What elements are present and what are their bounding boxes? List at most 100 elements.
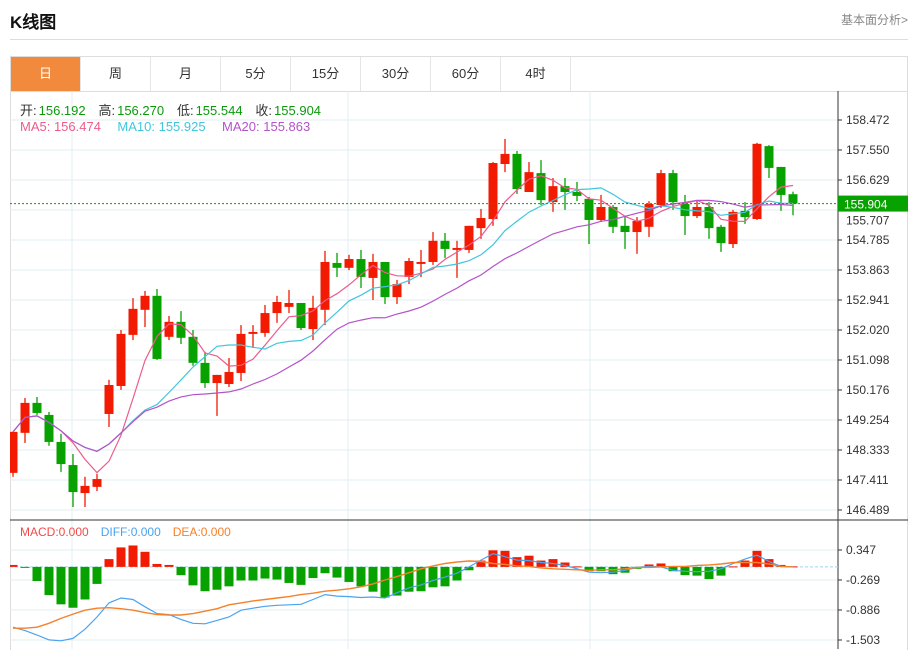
chart-panel bbox=[10, 91, 908, 650]
candle-up bbox=[92, 479, 102, 487]
kline-chart[interactable]: 158.472 157.550 156.629 155.707 154.785 153.8… bbox=[10, 91, 908, 649]
macd-bar bbox=[140, 551, 150, 567]
macd-bar bbox=[764, 559, 774, 567]
current-price-badge bbox=[838, 195, 908, 212]
price-tick-label: 147.411 bbox=[846, 473, 889, 487]
tab-30min[interactable]: 30分 bbox=[361, 57, 431, 91]
macd-bar bbox=[80, 566, 90, 600]
macd-bar bbox=[404, 566, 414, 592]
high-value: 156.270 bbox=[117, 103, 165, 118]
open-value: 156.192 bbox=[38, 103, 86, 118]
fundamental-analysis-link[interactable]: 基本面分析> bbox=[840, 13, 908, 27]
macd-bar bbox=[92, 566, 102, 584]
price-tick-label: 156.629 bbox=[846, 173, 890, 187]
candle-down bbox=[56, 441, 66, 465]
ma20-value: MA20: 155.863 bbox=[222, 119, 311, 134]
candle-down bbox=[716, 226, 726, 244]
candle-down bbox=[788, 194, 798, 204]
macd-bar bbox=[704, 566, 714, 580]
candle-up bbox=[416, 261, 426, 264]
macd-bar bbox=[368, 566, 378, 592]
macd-bar bbox=[416, 566, 426, 592]
macd-bar bbox=[224, 566, 234, 587]
candle-up bbox=[752, 143, 762, 220]
tab-week[interactable]: 周 bbox=[81, 57, 151, 91]
page-title: K线图 bbox=[10, 13, 57, 32]
candle-down bbox=[668, 173, 678, 203]
macd-bar bbox=[560, 562, 570, 567]
macd-bar bbox=[272, 566, 282, 580]
candle-down bbox=[512, 153, 522, 190]
diff-value: DIFF:0.000 bbox=[100, 525, 161, 539]
candle-up bbox=[344, 259, 354, 268]
tab-day[interactable]: 日 bbox=[11, 57, 81, 91]
price-tick-label: 148.333 bbox=[846, 443, 890, 457]
macd-bar bbox=[740, 560, 750, 567]
ma5-line bbox=[12, 175, 794, 474]
tab-15min[interactable]: 15分 bbox=[291, 57, 361, 91]
candle-down bbox=[608, 206, 618, 227]
macd-bar bbox=[176, 566, 186, 576]
macd-bar bbox=[320, 566, 330, 574]
macd-bar bbox=[260, 566, 270, 579]
macd-bar bbox=[644, 564, 654, 567]
candle-up bbox=[116, 333, 126, 386]
candle-up bbox=[236, 333, 246, 373]
macd-bar bbox=[56, 566, 66, 605]
macd-bar bbox=[284, 566, 294, 583]
open-label: 开: bbox=[20, 103, 37, 118]
macd-bar bbox=[656, 563, 666, 567]
macd-bar bbox=[596, 566, 606, 572]
macd-bar bbox=[512, 557, 522, 567]
macd-bar bbox=[104, 559, 114, 567]
price-tick-label: 146.489 bbox=[846, 503, 890, 517]
macd-tick-label: -0.269 bbox=[846, 573, 880, 587]
macd-bar bbox=[248, 566, 258, 581]
candle-up bbox=[10, 431, 18, 473]
macd-bar bbox=[116, 547, 126, 567]
ma5-value: MA5: 156.474 bbox=[20, 119, 101, 134]
tab-4hour[interactable]: 4时 bbox=[501, 57, 571, 91]
low-label: 低: bbox=[176, 103, 194, 118]
candle-up bbox=[728, 211, 738, 245]
current-price-label: 155.904 bbox=[844, 198, 888, 212]
tab-60min[interactable]: 60分 bbox=[431, 57, 501, 91]
price-tick-label: 149.254 bbox=[846, 413, 890, 427]
candle-up bbox=[500, 153, 510, 165]
candle-down bbox=[380, 261, 390, 298]
macd-bar bbox=[728, 566, 738, 568]
price-tick-label: 152.020 bbox=[846, 323, 890, 337]
macd-bar bbox=[488, 550, 498, 567]
macd-bar bbox=[44, 566, 54, 596]
candle-up bbox=[140, 295, 150, 310]
candle-down bbox=[740, 210, 750, 218]
candle-up bbox=[308, 307, 318, 330]
macd-bar bbox=[128, 545, 138, 567]
macd-bar bbox=[476, 560, 486, 567]
macd-bar bbox=[380, 566, 390, 598]
candle-down bbox=[332, 262, 342, 268]
candle-down bbox=[152, 295, 162, 359]
candle-up bbox=[452, 247, 462, 250]
candle-up bbox=[644, 204, 654, 227]
candle-down bbox=[176, 321, 186, 338]
candle-up bbox=[656, 173, 666, 206]
candle-up bbox=[80, 485, 90, 494]
candle-up bbox=[524, 172, 534, 192]
tab-5min[interactable]: 5分 bbox=[221, 57, 291, 91]
period-tabs: 日 周 月 5分 15分 30分 60分 4时 bbox=[10, 56, 908, 91]
macd-bar bbox=[356, 566, 366, 587]
candle-up bbox=[320, 261, 330, 310]
tab-month[interactable]: 月 bbox=[151, 57, 221, 91]
candle-up bbox=[476, 218, 486, 229]
dea-line bbox=[13, 560, 794, 629]
candle-down bbox=[704, 206, 714, 229]
close-label: 收: bbox=[255, 103, 273, 118]
macd-bar bbox=[32, 566, 42, 581]
close-value: 155.904 bbox=[274, 103, 322, 118]
macd-bar bbox=[392, 566, 402, 596]
candle-up bbox=[464, 225, 474, 250]
candle-down bbox=[200, 362, 210, 384]
dea-value: DEA:0.000 bbox=[172, 525, 231, 539]
price-tick-label: 158.472 bbox=[846, 113, 890, 127]
